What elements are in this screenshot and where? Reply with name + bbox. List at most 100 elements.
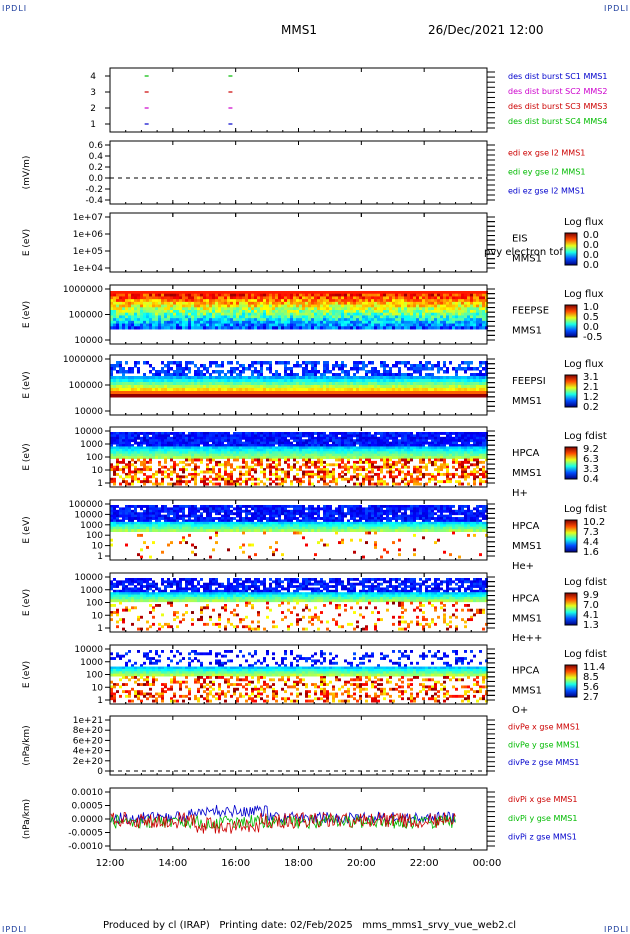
hpca-h-cell [350,444,353,447]
hpca-h-cell [266,465,269,469]
feepsi-cell [401,388,404,392]
feepsi-cell [167,370,170,374]
feepse-cell [425,323,428,327]
feepsi-cell [422,394,425,398]
feepsi-cell [131,385,134,389]
hpca-h-cell [173,436,176,440]
feepsi-cell [182,391,185,395]
hpca-h-cell [344,456,347,459]
feepse-cell [149,304,152,308]
feepse-cell [305,326,308,330]
feepse-cell [125,293,128,297]
feepse-cell [221,310,224,314]
feepsi-cell [263,379,266,383]
feepse-cell [368,326,371,330]
feepsi-cell [452,394,455,398]
hpca-h-cell [281,434,284,438]
hpca-h-cell [422,436,425,440]
feepse-cell [446,293,449,297]
feepsi-cell [281,391,284,395]
hpca-h-cell [251,432,254,435]
hpca-h-cell [161,472,164,476]
hpca-h-cell [257,460,260,464]
hpca-h-cell [185,451,188,455]
feepse-cell [137,293,140,297]
feepse-cell [350,299,353,303]
hpca-h-cell [218,441,221,445]
feepsi-cell [380,385,383,389]
feepse-cell [242,315,245,319]
feepsi-cell [113,391,116,395]
hpca-h-cell [359,458,362,462]
feepsi-cell [194,364,197,368]
feepse-cell [344,326,347,330]
hpca-h-cell [116,451,119,455]
hpca-h-cell [320,456,323,459]
hpca-h-cell [368,460,371,464]
feepse-cell [299,315,302,319]
hpca-h-cell [473,472,476,476]
hpca-h-cell [296,436,299,440]
hpca-h-cell [272,436,275,440]
feepse-cell [212,304,215,308]
hpca-h-cell [335,436,338,440]
feepse-cell [371,326,374,330]
hpca-h-cell [221,475,224,479]
feepsi-cell [437,391,440,395]
feepse-cell [422,310,425,314]
hpca-h-cell [152,439,155,443]
hpca-h-cell [125,475,128,479]
hpca-h-cell [299,432,302,435]
feepse-cell [311,301,314,306]
feepse-cell [236,301,239,306]
hpca-h-cell [221,432,224,435]
feepse-cell [395,307,398,311]
feepse-cell [269,318,272,322]
feepse-cell [128,323,131,327]
hpca-h-cell [347,444,350,447]
feepse-cell [323,318,326,322]
feepse-cell [209,291,212,295]
hpca-h-cell [449,472,452,476]
feepsi-cell [275,373,278,377]
hpca-h-cell [119,444,122,447]
feepsi-cell [419,394,422,398]
hpca-h-cell [275,463,278,467]
hpca-h-cell [194,432,197,435]
feepse-cell [116,315,119,319]
feepse-cell [248,301,251,306]
feepse-cell [320,304,323,308]
feepse-cell [173,293,176,297]
feepse-cell [338,301,341,306]
feepse-cell [335,318,338,322]
feepse-cell [455,318,458,322]
feepse-cell [464,323,467,327]
hpca-h-cell [449,456,452,459]
feepse-cell [365,293,368,297]
feepse-cell [323,291,326,295]
feepsi-cell [239,373,242,377]
feepsi-cell [170,367,173,371]
hpca-h-cell [164,460,167,464]
hpca-h-cell [470,451,473,455]
hpca-h-cell [443,453,446,457]
feepse-cell [263,304,266,308]
feepse-cell [380,293,383,297]
hpca-h-cell [236,458,239,462]
feepse-cell [179,296,182,300]
feepse-cell [149,326,152,330]
feepse-cell [260,307,263,311]
feepse-cell [248,299,251,303]
hpca-h-cell [287,470,290,474]
feepse-cell [443,310,446,314]
hpca-h-cell [173,446,176,450]
eis-ytick: 1e+06 [73,230,104,240]
feepsi-cell [251,373,254,377]
feepse-cell [287,318,290,322]
hpca-h-cell [278,451,281,455]
hpca-h-cell [473,434,476,438]
feepse-cell [389,304,392,308]
feepse-cell [227,315,230,319]
hpca-h-cell [197,451,200,455]
feepse-cell [269,296,272,300]
